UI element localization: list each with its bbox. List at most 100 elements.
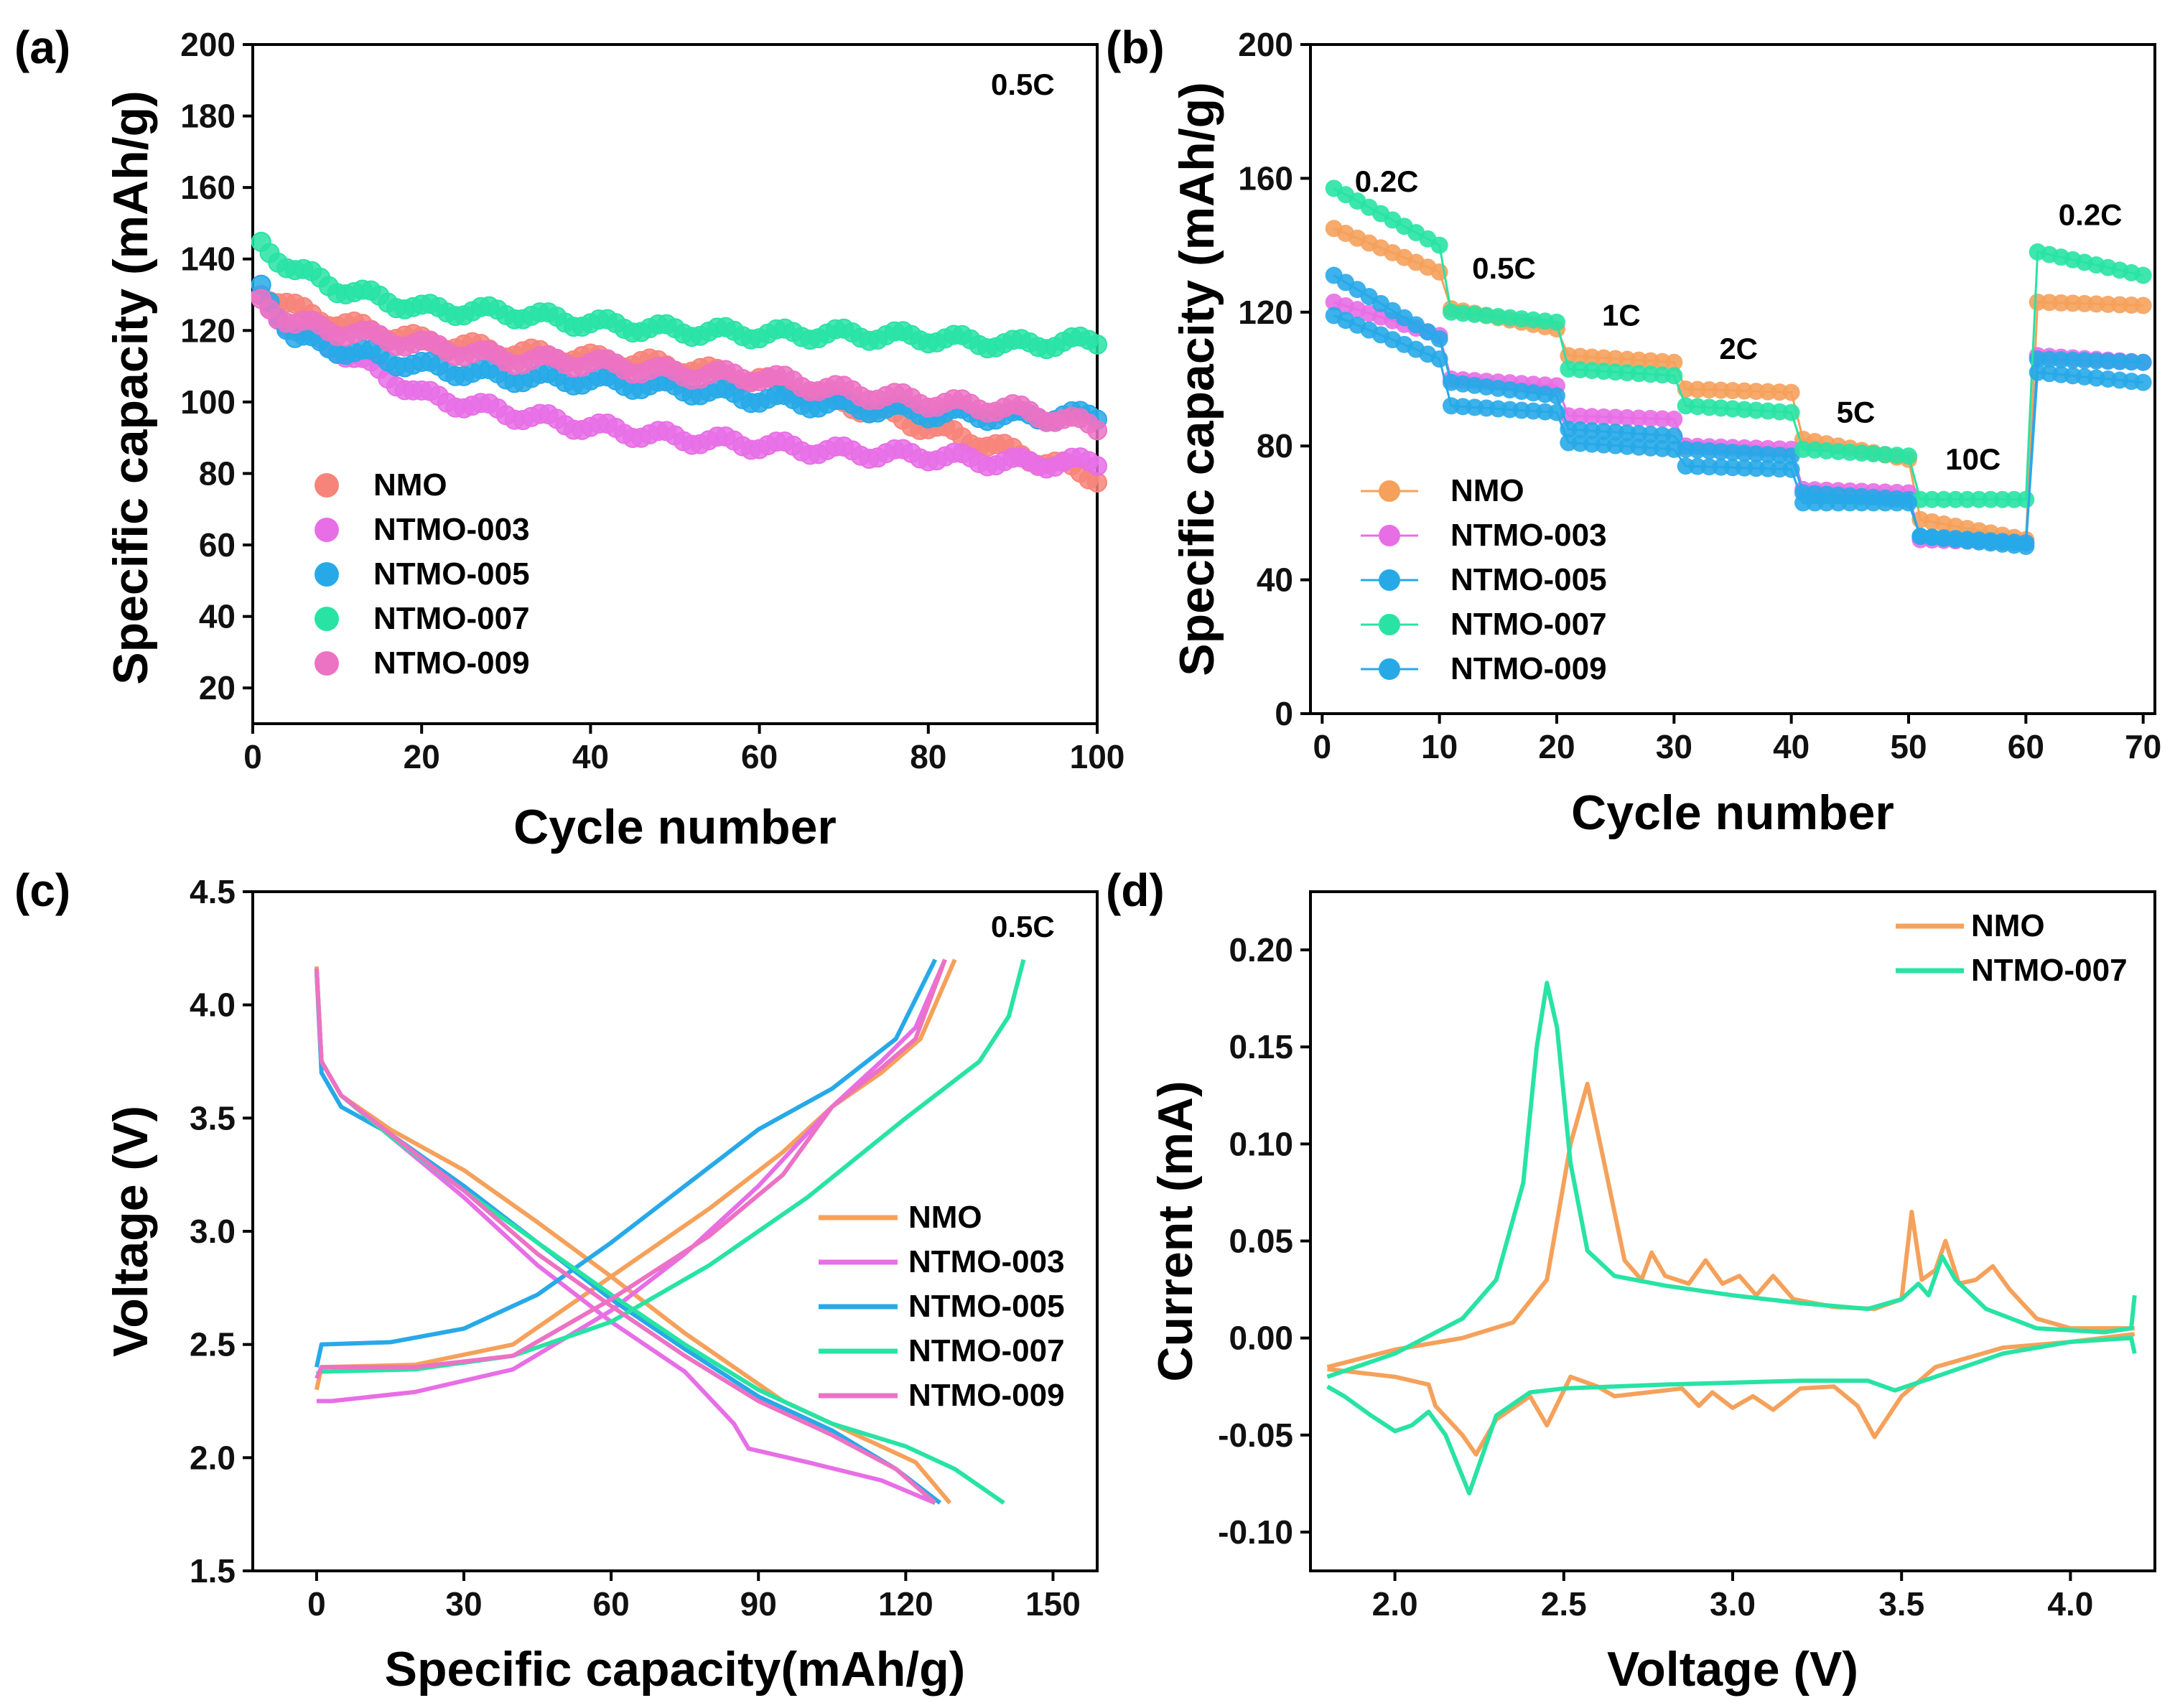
panel-a-xlabel: Cycle number <box>513 800 837 854</box>
panel-a-xtick-label: 40 <box>572 738 609 775</box>
panel-a-legend-ntmo-003: NTMO-003 <box>373 512 530 547</box>
panel-c-ytick-label: 3.0 <box>190 1213 236 1250</box>
panel-a-legend-ntmo-005: NTMO-005 <box>373 556 530 592</box>
panel-a-ytick-label: 160 <box>180 169 236 206</box>
panel-a-xtick-label: 100 <box>1070 738 1125 775</box>
panel-c-ylabel: Voltage (V) <box>103 1106 158 1357</box>
panel-d-xtick-label: 2.0 <box>1372 1585 1418 1623</box>
panel-d: (d) 2.0 2.5 3.0 3.5 4.0 -0.10 -0.05 0.00 0.05 0.1… <box>1106 864 2156 1697</box>
panel-b-legend-nmo: NMO <box>1450 473 1524 508</box>
panel-a-ytick-label: 100 <box>180 383 236 421</box>
panel-c-ytick-label: 2.0 <box>190 1439 236 1476</box>
panel-c-xtick-label: 0 <box>307 1585 326 1623</box>
panel-b-label: (b) <box>1106 22 1165 73</box>
panel-a-annotation: 0.5C <box>991 67 1055 101</box>
panel-a-point <box>1087 334 1107 355</box>
panel-c-legend-ntmo-005: NTMO-005 <box>908 1289 1065 1324</box>
panel-d-xtick-label: 4.0 <box>2047 1585 2093 1623</box>
panel-c-charge-curve <box>315 958 1026 1376</box>
panel-d-ytick-label: -0.05 <box>1218 1417 1293 1454</box>
panel-a-legend-ntmo-007: NTMO-007 <box>373 601 530 636</box>
panel-d-label: (d) <box>1106 864 1165 916</box>
panel-a-xtick-label: 0 <box>243 738 262 775</box>
panel-c-discharge-curve <box>314 969 936 1506</box>
panel-b-point <box>2017 538 2035 555</box>
panel-b-xtick-label: 30 <box>1656 728 1692 765</box>
panel-b-ylabel: Specific capacity (mAh/g) <box>1170 82 1224 676</box>
panel-c-xtick-label: 30 <box>445 1585 482 1623</box>
panel-d-xlabel: Voltage (V) <box>1607 1642 1858 1697</box>
panel-c-xlabel: Specific capacity(mAh/g) <box>385 1642 966 1697</box>
panel-b-rate-label: 0.5C <box>1472 251 1536 285</box>
panel-a-label: (a) <box>14 22 70 73</box>
panel-b-legend-ntmo-005: NTMO-005 <box>1450 562 1607 597</box>
panel-c-discharge-curve <box>314 969 937 1505</box>
panel-d-cathodic-curve <box>1327 1332 2136 1457</box>
panel-c-ytick-label: 4.5 <box>190 873 236 910</box>
panel-b-point <box>1900 447 1917 465</box>
panel-d-legend-nmo: NMO <box>1971 908 2045 943</box>
panel-b-point <box>1665 353 1683 371</box>
panel-c-series-ntmo-009 <box>314 958 947 1505</box>
panel-b-xtick-label: 20 <box>1538 728 1575 765</box>
panel-a-point <box>1087 456 1107 477</box>
panel-b-xtick-label: 10 <box>1421 728 1458 765</box>
panel-d-legend-ntmo-007: NTMO-007 <box>1971 953 2128 988</box>
panel-b-point <box>1782 460 1800 478</box>
panel-b-ytick-label: 200 <box>1238 26 1293 63</box>
panel-c-legend-ntmo-007: NTMO-007 <box>908 1333 1065 1368</box>
panel-d-ytick-label: 0.10 <box>1229 1125 1293 1162</box>
panel-b-point <box>2134 297 2152 314</box>
panel-d-ytick-label: 0.00 <box>1229 1320 1293 1357</box>
panel-c-xtick-label: 120 <box>878 1585 933 1623</box>
panel-c-ytick-label: 2.5 <box>190 1326 236 1363</box>
panel-b-rate-label: 10C <box>1945 442 2001 476</box>
panel-a-ytick-label: 140 <box>180 241 236 278</box>
panel-d-ylabel: Current (mA) <box>1148 1081 1203 1381</box>
panel-a-ylabel: Specific capacity (mAh/g) <box>103 90 158 685</box>
panel-b-legend-marker <box>1379 614 1400 635</box>
panel-b-frame <box>1309 43 2156 715</box>
panel-c-annotation: 0.5C <box>991 910 1055 943</box>
panel-b-ytick-label: 80 <box>1257 427 1293 465</box>
panel-b-rate-label: 2C <box>1719 332 1758 365</box>
panel-b-xtick-label: 70 <box>2125 728 2161 765</box>
panel-a-legend-marker <box>315 562 339 587</box>
panel-a-ytick-label: 40 <box>199 598 236 635</box>
panel-d-anodic-curve <box>1326 981 2137 1379</box>
panel-d-cathodic-curve <box>1326 1335 2137 1495</box>
panel-b-rate-label: 0.2C <box>1355 164 1419 198</box>
panel-c-series-ntmo-003 <box>314 958 947 1506</box>
panel-d-frame <box>1309 890 2156 1572</box>
panel-c-xtick-label: 150 <box>1025 1585 1081 1623</box>
panel-b-point <box>1430 236 1448 254</box>
panel-b-legend-marker <box>1379 658 1400 680</box>
panel-b-rate-label: 1C <box>1602 298 1641 332</box>
panel-b-point <box>1782 403 1800 421</box>
panel-b-point <box>1665 440 1683 458</box>
panel-b-point <box>2134 266 2152 284</box>
panel-c-label: (c) <box>14 864 70 916</box>
panel-a-legend-nmo: NMO <box>373 467 447 503</box>
panel-b-point <box>2134 373 2152 391</box>
panel-d-ytick-label: 0.20 <box>1229 931 1293 969</box>
panel-b-xtick-label: 0 <box>1313 728 1332 765</box>
panel-d-legend: NMO NTMO-007 <box>1896 908 2128 988</box>
panel-a-point <box>1087 420 1107 441</box>
panel-b-point <box>1548 313 1565 331</box>
panel-b-ytick-label: 40 <box>1257 561 1293 599</box>
panel-a-series-ntmo-009 <box>251 289 1107 441</box>
panel-a-ytick-label: 20 <box>199 669 236 706</box>
panel-b-rate-label: 5C <box>1837 396 1876 429</box>
panel-b-rate-label: 0.2C <box>2059 198 2123 232</box>
panel-a-ytick-label: 180 <box>180 98 236 135</box>
panel-a-legend-marker <box>315 473 339 498</box>
panel-c-ytick-label: 4.0 <box>190 986 236 1024</box>
panel-c-legend-nmo: NMO <box>908 1200 982 1235</box>
panel-b-legend-marker <box>1379 480 1400 502</box>
panel-b-legend-ntmo-003: NTMO-003 <box>1450 518 1607 553</box>
panel-c-legend: NMO NTMO-003 NTMO-005 NTMO-007 NTMO-009 <box>819 1200 1065 1413</box>
panel-b-ytick-label: 0 <box>1275 695 1293 732</box>
panel-a-legend-ntmo-009: NTMO-009 <box>373 645 530 681</box>
panel-c-discharge-curve <box>314 966 952 1505</box>
